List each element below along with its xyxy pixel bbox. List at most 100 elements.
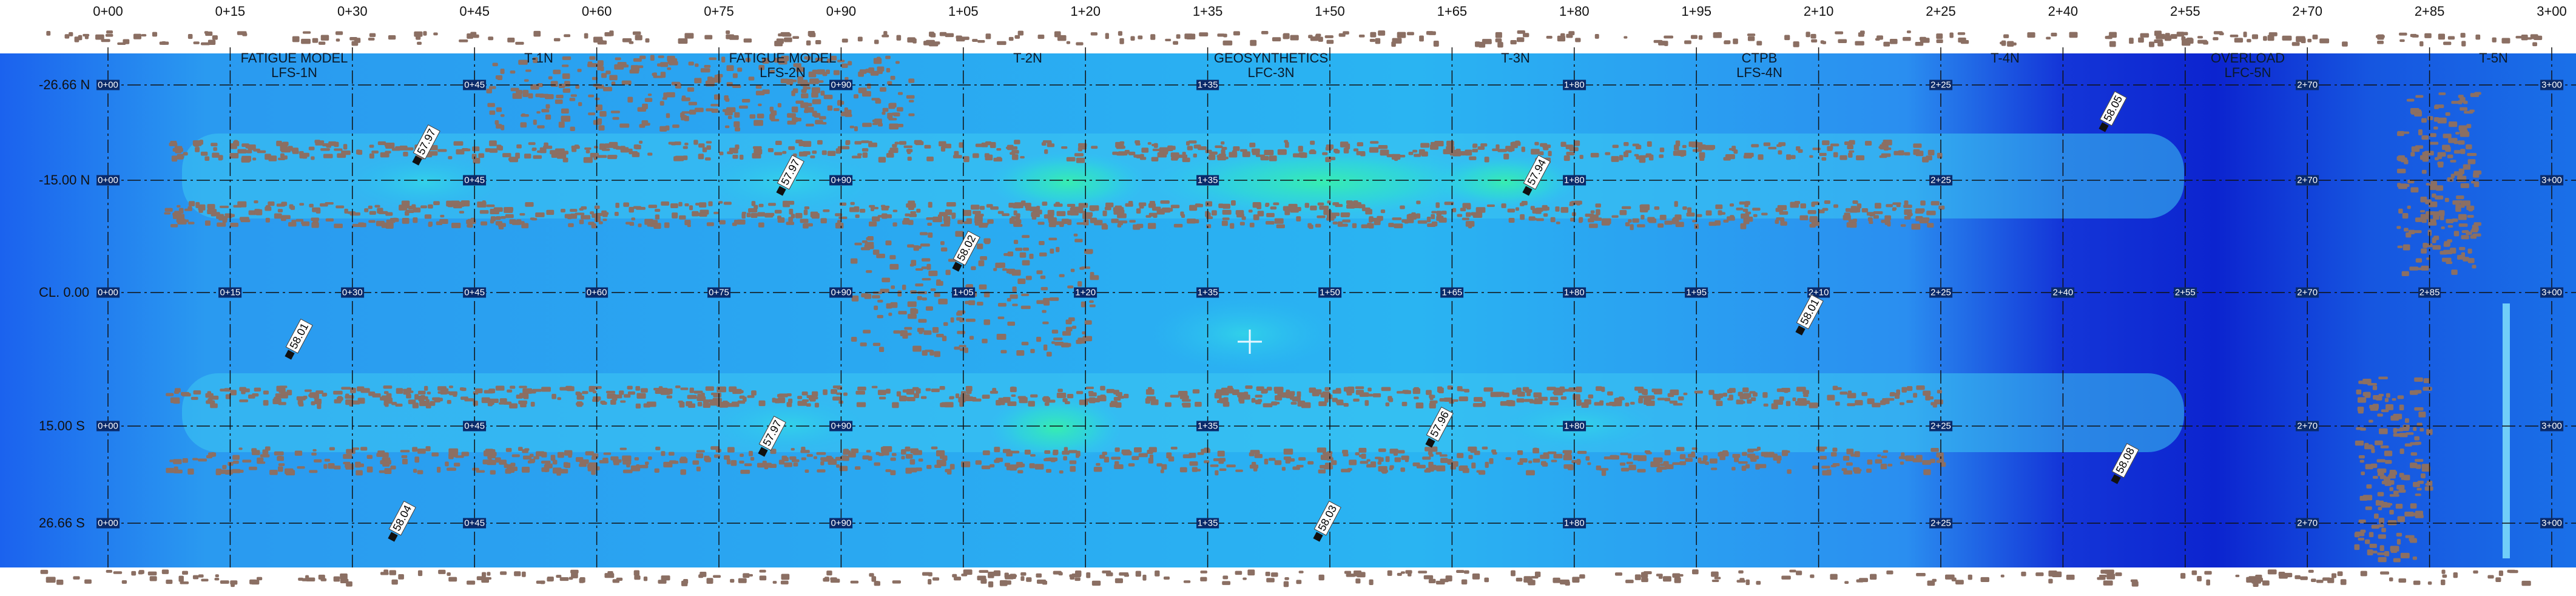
- contour-mark: [1222, 40, 1233, 46]
- contour-mark: [2413, 230, 2422, 234]
- contour-mark: [1102, 452, 1107, 455]
- contour-mark: [2399, 433, 2408, 438]
- contour-mark: [2463, 100, 2468, 104]
- contour-mark: [1395, 450, 1405, 454]
- contour-mark: [681, 580, 688, 586]
- contour-mark: [961, 36, 969, 40]
- contour-mark: [1116, 152, 1125, 156]
- grid-tag: 2+40: [2051, 287, 2075, 298]
- contour-mark: [990, 142, 996, 148]
- contour-mark: [451, 223, 461, 228]
- contour-mark: [1683, 392, 1688, 396]
- contour-mark: [565, 385, 573, 391]
- contour-mark: [2371, 524, 2379, 529]
- contour-mark: [972, 211, 981, 214]
- contour-mark: [576, 395, 584, 400]
- contour-mark: [841, 63, 848, 69]
- contour-mark: [1022, 247, 1030, 251]
- contour-mark: [1839, 155, 1847, 160]
- contour-mark: [570, 569, 579, 574]
- contour-mark: [1138, 453, 1148, 458]
- contour-mark: [516, 395, 523, 399]
- contour-mark: [1255, 154, 1265, 157]
- contour-mark: [952, 574, 957, 578]
- contour-mark: [1076, 42, 1084, 46]
- contour-mark: [1034, 464, 1044, 470]
- contour-mark: [1310, 205, 1317, 211]
- contour-mark: [1021, 342, 1029, 345]
- grid-tag: 2+25: [1929, 80, 1952, 90]
- contour-mark: [1883, 41, 1890, 47]
- station-tick-label: 2+55: [2170, 4, 2200, 19]
- contour-mark: [1102, 570, 1111, 574]
- contour-mark: [1489, 458, 1494, 464]
- contour-mark: [977, 243, 983, 249]
- contour-mark: [961, 461, 971, 467]
- contour-mark: [1418, 149, 1425, 155]
- contour-mark: [1349, 459, 1357, 466]
- contour-mark: [619, 123, 630, 128]
- contour-mark: [1435, 452, 1442, 455]
- contour-mark: [2447, 36, 2455, 40]
- contour-mark: [1540, 455, 1549, 459]
- contour-mark: [1830, 143, 1839, 147]
- contour-mark: [2381, 409, 2389, 413]
- contour-mark: [1594, 34, 1599, 39]
- contour-mark: [1298, 146, 1303, 152]
- contour-mark: [665, 125, 670, 131]
- contour-mark: [1830, 574, 1838, 580]
- contour-mark: [980, 223, 989, 226]
- contour-mark: [2203, 41, 2208, 45]
- contour-mark: [1255, 395, 1263, 398]
- contour-mark: [1319, 205, 1329, 210]
- contour-mark: [1222, 575, 1229, 580]
- contour-mark: [1426, 216, 1431, 223]
- contour-mark: [1792, 397, 1796, 402]
- contour-mark: [638, 223, 642, 228]
- contour-mark: [661, 201, 669, 206]
- contour-mark: [2409, 266, 2419, 271]
- contour-mark: [741, 212, 746, 219]
- contour-mark: [133, 33, 142, 39]
- contour-mark: [985, 154, 993, 161]
- contour-mark: [1637, 469, 1646, 473]
- contour-mark: [959, 345, 966, 348]
- contour-mark: [1517, 30, 1525, 34]
- contour-mark: [2319, 38, 2330, 44]
- contour-mark: [334, 399, 342, 404]
- contour-mark: [1775, 208, 1783, 212]
- contour-mark: [726, 65, 734, 72]
- contour-mark: [854, 126, 858, 132]
- contour-mark: [885, 469, 891, 472]
- contour-mark: [268, 201, 275, 206]
- contour-mark: [724, 455, 730, 460]
- contour-mark: [1030, 348, 1035, 353]
- contour-mark: [530, 84, 539, 90]
- contour-mark: [384, 143, 391, 147]
- contour-mark: [1324, 462, 1333, 466]
- contour-mark: [350, 387, 356, 393]
- contour-mark: [391, 579, 398, 585]
- contour-mark: [1747, 399, 1752, 404]
- contour-mark: [1642, 388, 1646, 395]
- contour-mark: [2253, 581, 2259, 587]
- contour-mark: [1806, 32, 1810, 38]
- contour-mark: [1930, 201, 1940, 206]
- contour-mark: [990, 390, 999, 394]
- contour-mark: [1463, 570, 1469, 574]
- contour-mark: [1007, 321, 1016, 326]
- contour-mark: [568, 452, 572, 458]
- contour-mark: [1856, 203, 1862, 209]
- contour-mark: [2461, 41, 2466, 47]
- contour-mark: [1167, 145, 1173, 152]
- contour-mark: [187, 222, 195, 225]
- contour-mark: [2284, 572, 2293, 578]
- contour-mark: [961, 574, 968, 577]
- contour-mark: [2255, 574, 2262, 579]
- contour-mark: [786, 222, 795, 225]
- contour-mark: [726, 30, 730, 35]
- contour-mark: [1742, 452, 1747, 456]
- contour-mark: [169, 142, 178, 146]
- section-code: LFC-5N: [2224, 65, 2271, 80]
- contour-mark: [1042, 321, 1049, 325]
